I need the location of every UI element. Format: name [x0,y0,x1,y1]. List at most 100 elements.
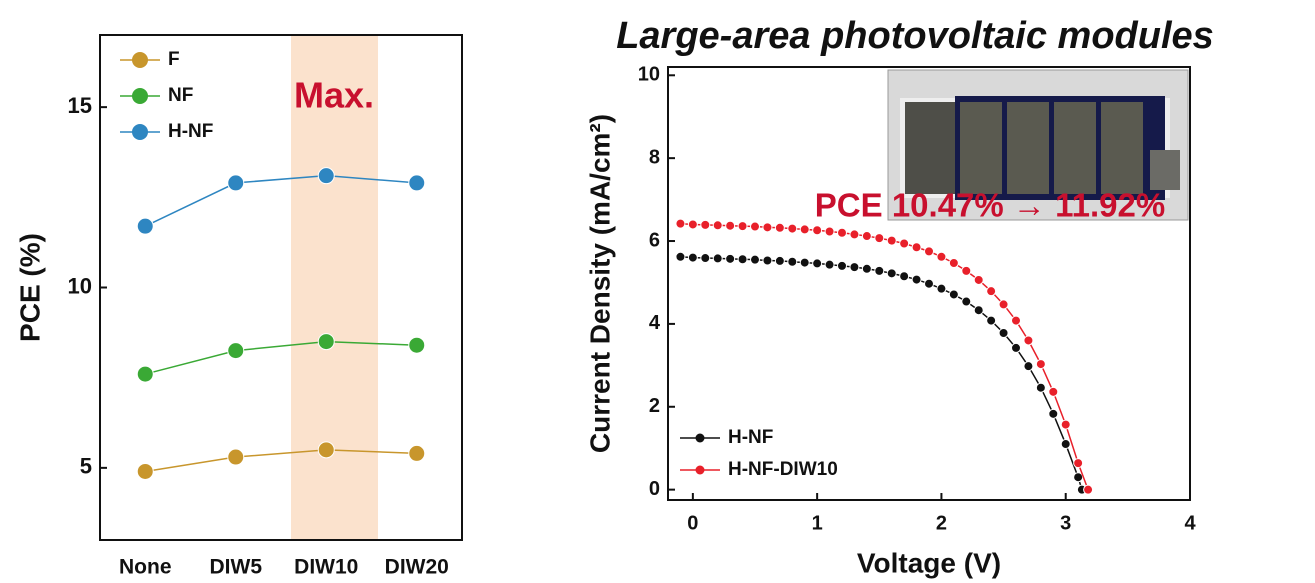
data-point [713,254,722,263]
data-point [775,223,784,232]
data-point [912,243,921,252]
data-point [925,247,934,256]
data-point [912,275,921,284]
y-tick-label: 10 [638,64,660,86]
page: {"chart_data":[ {"type":"line","categori… [0,0,1315,583]
series-line [680,257,1081,490]
data-point [409,445,425,461]
legend-marker [132,88,148,104]
data-point [900,239,909,248]
data-point [1061,420,1070,429]
data-point [1024,362,1033,371]
data-point [825,260,834,269]
data-point [862,232,871,241]
y-tick-label: 8 [649,146,660,168]
data-point [838,228,847,237]
legend-label: NF [168,85,193,106]
data-point [1084,485,1093,494]
data-point [137,218,153,234]
data-point [887,269,896,278]
data-point [1036,383,1045,392]
data-point [1036,360,1045,369]
data-point [763,223,772,232]
x-tick-label: None [119,556,172,579]
data-point [887,236,896,245]
data-point [1074,473,1083,482]
data-point [688,220,697,229]
data-point [318,442,334,458]
data-point [999,329,1008,338]
x-tick-label: 3 [1060,512,1071,534]
data-point [788,224,797,233]
x-tick-label: DIW5 [210,556,263,579]
chart: NoneDIW5DIW10DIW2051015PCE (%)FNFH-NFMax… [0,0,1315,583]
chart-title: Large-area photovoltaic modules [616,15,1214,57]
y-tick-label: 15 [68,93,92,118]
data-point [949,290,958,299]
data-point [974,275,983,284]
legend-marker [696,466,705,475]
data-point [788,257,797,266]
data-point [409,175,425,191]
x-tick-label: 2 [936,512,947,534]
data-point [676,219,685,228]
data-point [962,297,971,306]
data-point [738,255,747,264]
data-point [1049,409,1058,418]
y-tick-label: 0 [649,478,660,500]
data-point [318,168,334,184]
plot-frame [100,35,462,540]
y-tick-label: 6 [649,229,660,251]
data-point [900,272,909,281]
y-axis-label: Current Density (mA/cm²) [584,114,615,453]
data-point [1012,316,1021,325]
legend-label: F [168,49,180,70]
data-point [1049,387,1058,396]
data-point [987,316,996,325]
data-point [228,449,244,465]
data-point [999,300,1008,309]
data-point [409,337,425,353]
legend-label: H-NF [168,121,213,142]
legend-marker [132,124,148,140]
data-point [962,266,971,275]
data-point [763,256,772,265]
legend-marker [132,52,148,68]
data-point [713,221,722,230]
data-point [751,255,760,264]
y-tick-label: 10 [68,273,92,298]
annotation: PCE 10.47% → 11.92% [815,187,1165,224]
y-tick-label: 4 [649,312,661,334]
data-point [937,284,946,293]
annotation: Max. [294,75,374,116]
data-point [838,261,847,270]
data-point [875,234,884,243]
data-point [1012,343,1021,352]
data-point [726,221,735,230]
data-point [701,220,710,229]
legend-label: H-NF [728,427,773,448]
data-point [937,252,946,261]
data-point [1024,336,1033,345]
data-point [1061,440,1070,449]
data-point [137,366,153,382]
legend-marker [696,434,705,443]
data-point [1074,459,1083,468]
data-point [825,227,834,236]
data-point [800,258,809,267]
data-point [688,253,697,262]
y-axis-label: PCE (%) [14,233,45,342]
data-point [228,175,244,191]
legend-label: H-NF-DIW10 [728,459,838,480]
data-point [974,306,983,315]
data-point [850,263,859,272]
x-tick-label: DIW20 [385,556,449,579]
data-point [137,463,153,479]
x-tick-label: 0 [687,512,698,534]
x-tick-label: 1 [812,512,823,534]
x-axis-label: Voltage (V) [857,547,1001,578]
data-point [925,279,934,288]
data-point [949,258,958,267]
data-point [738,222,747,231]
data-point [862,264,871,273]
